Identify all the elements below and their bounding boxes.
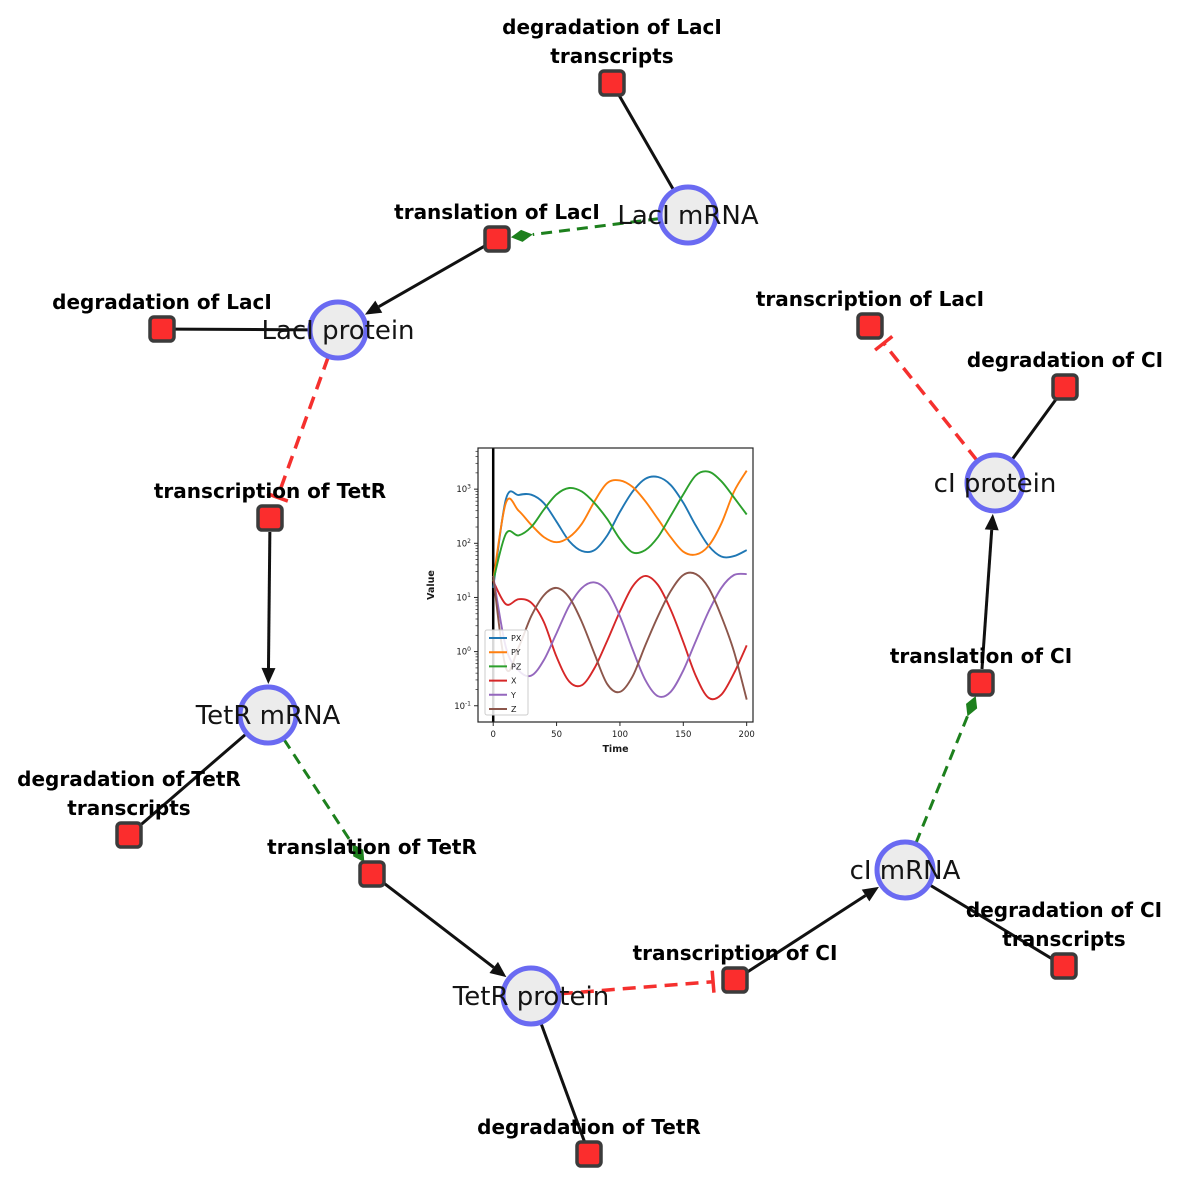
edge-transl_laci-laci_protein <box>378 244 486 308</box>
series-line-X <box>492 574 748 701</box>
edge-tetr_protein-deg_tetr <box>539 1022 586 1143</box>
edge-laci_protein-deg_laci <box>174 327 310 332</box>
x-tick-label: 150 <box>675 730 691 740</box>
reaction-label-deg_ci: degradation of CI <box>967 348 1163 372</box>
reaction-label-deg_ci_tx: degradation of CI <box>966 898 1162 922</box>
reaction-label-deg_ci_tx: transcripts <box>1002 927 1125 951</box>
edge-laci_protein-transc_tetr-tee-icon <box>266 491 289 503</box>
species-label-ci_mrna: cI mRNA <box>850 856 961 886</box>
legend-label-Y: Y <box>510 691 516 700</box>
series-line-PZ <box>492 470 748 582</box>
reaction-node-deg_tetr_tx <box>115 821 143 849</box>
edge-laci_mrna-transl_laci-arrowhead-icon <box>510 229 533 242</box>
reaction-label-deg_tetr_tx: degradation of TetR <box>17 767 241 791</box>
species-label-laci_mrna: LacI mRNA <box>617 201 758 231</box>
edge-transl_tetr-tetr_protein <box>382 881 495 969</box>
species-node-tetr_mrna <box>237 684 299 746</box>
reaction-label-transl_laci: translation of LacI <box>394 200 600 224</box>
reaction-node-deg_laci <box>148 315 176 343</box>
reaction-node-transc_tetr <box>256 504 284 532</box>
x-tick-label: 0 <box>490 730 495 740</box>
legend-label-PY: PY <box>511 648 521 657</box>
edge-ci_protein-transc_laci <box>882 342 979 462</box>
reaction-label-deg_tetr_tx: transcripts <box>67 796 190 820</box>
series-line-PX <box>492 475 748 589</box>
edge-ci_mrna-transl_ci-arrowhead-icon <box>966 695 978 717</box>
y-tick-label: 102 <box>456 538 471 550</box>
edge-tetr_protein-transc_ci <box>559 979 714 996</box>
edge-tetr_protein-transc_ci-tee-icon <box>710 970 716 993</box>
reaction-node-deg_laci_tx <box>598 69 626 97</box>
series-line-Y <box>492 572 747 698</box>
edge-laci_mrna-transl_laci <box>532 217 660 237</box>
edge-tetr_mrna-deg_tetr_tx <box>137 732 248 828</box>
reaction-label-deg_laci: degradation of LacI <box>52 290 272 314</box>
species-node-ci_protein <box>964 452 1026 514</box>
edge-transc_ci-ci_mrna-arrowhead-icon <box>861 886 879 902</box>
species-node-laci_mrna <box>657 184 719 246</box>
y-tick-label: 101 <box>456 592 471 604</box>
legend-label-X: X <box>511 677 517 686</box>
edge-tetr_mrna-transl_tetr-arrowhead-icon <box>352 843 365 863</box>
reaction-label-transc_ci: transcription of CI <box>633 941 838 965</box>
reaction-node-transl_ci <box>967 669 995 697</box>
edge-transl_ci-ci_protein <box>980 529 994 670</box>
reaction-label-transc_laci: transcription of LacI <box>756 287 984 311</box>
reaction-label-deg_laci_tx: degradation of LacI <box>502 15 722 39</box>
edge-ci_mrna-transl_ci <box>914 715 969 844</box>
timeseries-inset-chart: 0 50 100 150 200 10-1 100 101 102 103 Time Value PX P… <box>426 447 755 755</box>
y-axis-label: Value <box>426 570 437 600</box>
y-tick-label: 103 <box>456 484 471 496</box>
species-label-ci_protein: cI protein <box>934 469 1057 499</box>
series-line-PY <box>492 470 748 582</box>
reaction-label-deg_laci_tx: transcripts <box>550 44 673 68</box>
legend-label-PX: PX <box>511 634 522 643</box>
edge-transc_tetr-tetr_mrna <box>266 531 272 669</box>
legend-box <box>484 629 529 716</box>
reaction-node-transc_ci <box>721 966 749 994</box>
edge-transc_ci-ci_mrna <box>745 894 867 974</box>
legend-label-PZ: PZ <box>511 662 522 671</box>
species-node-tetr_protein <box>500 965 562 1027</box>
reaction-label-deg_tetr: degradation of TetR <box>477 1115 701 1139</box>
edge-tetr_mrna-transl_tetr <box>282 738 354 845</box>
reaction-node-deg_ci_tx <box>1050 952 1078 980</box>
species-node-ci_mrna <box>874 839 936 901</box>
species-label-tetr_mrna: TetR mRNA <box>195 701 341 731</box>
reaction-node-deg_ci <box>1051 373 1079 401</box>
edge-transl_tetr-tetr_protein-arrowhead-icon <box>489 961 507 978</box>
edge-ci_protein-deg_ci <box>1010 396 1059 461</box>
reaction-label-transl_ci: translation of CI <box>890 644 1072 668</box>
edge-transc_tetr-tetr_mrna-arrowhead-icon <box>261 667 276 685</box>
species-node-laci_protein <box>307 299 369 361</box>
edge-ci_protein-transc_laci-tee-icon <box>874 334 894 352</box>
y-tick-label: 100 <box>456 646 471 658</box>
reaction-node-transl_laci <box>483 225 511 253</box>
edge-ci_mrna-deg_ci_tx <box>929 883 1054 961</box>
reaction-node-transl_tetr <box>358 860 386 888</box>
x-tick-label: 100 <box>612 730 628 740</box>
edge-laci_mrna-deg_laci_tx <box>617 93 675 191</box>
reaction-node-deg_tetr <box>575 1140 603 1168</box>
species-label-laci_protein: LacI protein <box>261 316 414 346</box>
legend-label-Z: Z <box>511 705 517 714</box>
edge-transl_ci-ci_protein-arrowhead-icon <box>984 513 999 531</box>
y-tick-label: 10-1 <box>454 700 471 712</box>
reaction-node-transc_laci <box>856 312 884 340</box>
x-tick-label: 200 <box>739 730 755 740</box>
edge-laci_protein-transc_tetr <box>275 356 330 498</box>
x-tick-label: 50 <box>551 730 562 740</box>
axes-frame <box>477 447 754 723</box>
reaction-label-transl_tetr: translation of TetR <box>267 835 477 859</box>
species-label-tetr_protein: TetR protein <box>452 982 609 1012</box>
reaction-label-transc_tetr: transcription of TetR <box>154 479 386 503</box>
x-axis-label: Time <box>602 744 628 755</box>
edge-transl_laci-laci_protein-arrowhead-icon <box>364 300 383 315</box>
series-line-Z <box>492 571 748 700</box>
